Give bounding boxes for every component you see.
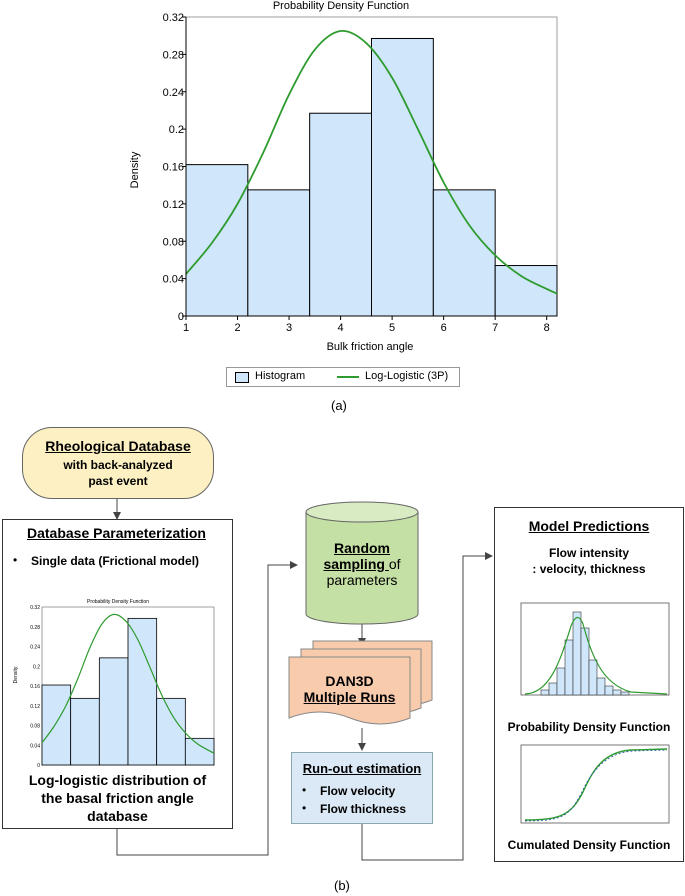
mini-pdf-chart: Probability Density Function Density 0 0.04… — [13, 599, 215, 769]
chart-title: Probability Density Function — [273, 0, 409, 12]
histogram-bar-5 — [156, 697, 186, 766]
histogram-bar-4 — [127, 617, 158, 766]
panel-label-b: (b) — [334, 878, 350, 893]
mini-y-tick-label: 0.04 — [30, 743, 40, 749]
param-caption-line3: database — [87, 808, 148, 824]
y-tick-label: 0.12 — [163, 199, 184, 211]
runout-title: Run-out estimation — [302, 761, 422, 776]
curve-legend-swatch — [337, 376, 359, 378]
axes: 1 2 3 4 5 6 7 8 0 0.04 0.08 0.12 0.16 0.2 0.24 0.28 0.32 — [163, 12, 557, 334]
sampling-label: Random sampling of parameters — [306, 540, 418, 588]
y-tick-label: 0 — [178, 311, 184, 323]
histogram-bar-6 — [494, 265, 558, 317]
mini-y-tick-label: 0.08 — [30, 724, 40, 730]
chart-legend: Histogram Log-Logistic (3P) — [226, 367, 460, 387]
histogram-bar-4 — [371, 37, 434, 317]
x-tick-label: 1 — [183, 322, 189, 334]
y-tick-label: 0.08 — [163, 236, 184, 248]
log-logistic-curve — [41, 613, 215, 754]
runout-item-thickness: Flow thickness — [320, 802, 407, 816]
prediction-pdf-thumbnail — [520, 602, 670, 696]
model-predictions-box: Model Predictions Flow intensity : veloc… — [494, 507, 684, 862]
runout-estimation-box: Run-out estimation • Flow velocity • Flo… — [291, 752, 433, 824]
predictions-sub1: Flow intensity — [548, 546, 629, 560]
x-tick-label: 7 — [492, 322, 498, 334]
runout-bullet-1: • — [302, 783, 307, 797]
x-axis-label: Bulk friction angle — [327, 341, 414, 353]
density-curve-layer — [185, 30, 558, 295]
arrow-param-to-sampling — [116, 561, 298, 856]
y-tick-label: 0.2 — [169, 124, 184, 136]
runout-item-velocity: Flow velocity — [320, 784, 396, 798]
mini-y-tick-label: 0.24 — [30, 645, 40, 651]
x-tick-label: 4 — [338, 322, 344, 334]
predictions-title: Model Predictions — [528, 518, 650, 534]
database-parameterization-box: Database Parameterization • Single data … — [2, 519, 233, 829]
histogram-bars — [185, 37, 558, 317]
mini-y-tick-label: 0.16 — [30, 684, 40, 690]
sampling-line2-underlined: sampling — [323, 556, 389, 572]
y-tick-label: 0.28 — [163, 49, 184, 61]
predictions-cdf-caption: Cumulated Density Function — [507, 838, 671, 852]
y-tick-label: 0.04 — [163, 274, 184, 286]
rheological-line3: past event — [88, 474, 148, 488]
dan3d-line1: DAN3D — [325, 673, 374, 689]
sampling-line2-rest: of — [388, 556, 401, 572]
sampling-line3: parameters — [326, 572, 398, 588]
arrow-runout-to-predictions — [361, 552, 493, 861]
bullet-dot: • — [13, 553, 18, 567]
prediction-cdf-thumbnail — [520, 744, 670, 824]
param-caption-line2: the basal friction angle — [41, 790, 194, 806]
histogram-bar-6 — [184, 737, 215, 766]
parameterization-title: Database Parameterization — [27, 525, 206, 541]
histogram-legend-swatch — [235, 372, 249, 383]
x-tick-label: 3 — [286, 322, 292, 334]
sampling-line1: Random — [334, 540, 390, 556]
panel-label-a: (a) — [331, 398, 347, 413]
y-tick-label: 0.32 — [163, 12, 184, 24]
runout-bullet-2: • — [302, 801, 307, 815]
param-caption-line1: Log-logistic distribution of — [28, 772, 207, 788]
y-tick-label: 0.24 — [163, 87, 184, 99]
histogram-bar-1 — [41, 684, 72, 766]
mini-y-tick-label: 0.2 — [33, 664, 40, 670]
predictions-sub2: : velocity, thickness — [532, 562, 646, 576]
parameterization-bullet: Single data (Frictional model) — [31, 554, 200, 568]
mini-chart-ylabel: Density — [13, 666, 19, 683]
histogram-bar-5 — [432, 189, 496, 317]
x-tick-label: 8 — [544, 322, 550, 334]
y-axis-label: Density — [129, 151, 141, 188]
rheological-line2: with back-analyzed — [63, 458, 173, 472]
predictions-pdf-caption: Probability Density Function — [507, 720, 671, 734]
curve-legend-label: Log-Logistic (3P) — [365, 370, 449, 382]
dan3d-label: DAN3D Multiple Runs — [289, 673, 410, 705]
log-logistic-curve — [185, 30, 558, 295]
dan3d-line2: Multiple Runs — [303, 689, 396, 705]
mini-y-tick-label: 0.28 — [30, 625, 40, 631]
histogram-bar-3 — [98, 657, 129, 766]
mini-chart-title: Probability Density Function — [87, 599, 149, 605]
histogram-bar-2 — [70, 697, 100, 766]
mini-y-tick-label: 0 — [37, 763, 40, 769]
sampling-cylinder — [305, 501, 419, 625]
dan3d-stack — [288, 640, 433, 725]
x-tick-label: 6 — [441, 322, 447, 334]
y-tick-label: 0.16 — [163, 162, 184, 174]
pdf-chart: Probability Density Function 1 2 3 4 5 6 7 8 0 0.… — [129, 0, 558, 353]
rheological-title: Rheological Database — [45, 438, 191, 454]
histogram-legend-label: Histogram — [255, 370, 306, 382]
x-tick-label: 5 — [389, 322, 395, 334]
mini-y-tick-label: 0.32 — [30, 605, 40, 611]
rheological-database-box: Rheological Database with back-analyzed … — [22, 427, 214, 499]
x-tick-label: 2 — [234, 322, 240, 334]
mini-y-tick-label: 0.12 — [30, 704, 40, 710]
